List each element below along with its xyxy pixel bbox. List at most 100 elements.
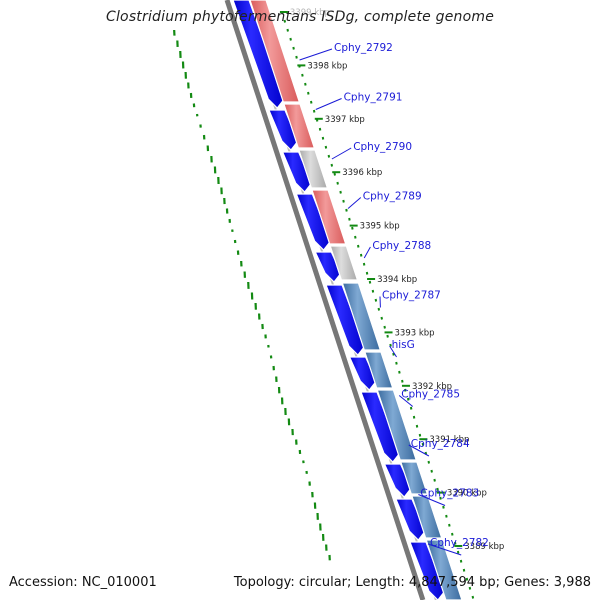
gc-skew-mark-outer xyxy=(359,253,363,257)
gene-leader-line xyxy=(389,345,397,358)
gene-label[interactable]: Cphy_2792 xyxy=(334,42,393,54)
gc-skew-mark-outer xyxy=(380,316,383,320)
gene-leader-line xyxy=(299,48,333,61)
forward-strand-track xyxy=(232,0,446,600)
reverse-cds-4[interactable] xyxy=(311,189,347,245)
gene-leader-line xyxy=(418,494,446,506)
kbp-tick-label: 3397 kbp xyxy=(325,115,365,125)
forward-cds-4[interactable] xyxy=(295,193,332,251)
gc-skew-mark-outer xyxy=(318,127,322,131)
reverse-cds-1[interactable] xyxy=(249,0,301,103)
gc-skew-mark-outer xyxy=(362,262,366,266)
gc-skew-mark-outer xyxy=(365,271,369,275)
gc-skew-mark-outer xyxy=(451,532,454,536)
gc-skew-mark-outer xyxy=(351,226,354,230)
gc-skew-mark-outer xyxy=(330,163,334,167)
gc-skew-mark-outer xyxy=(436,487,439,491)
gc-skew-mark-outer xyxy=(459,559,463,563)
gene-label[interactable]: hisG xyxy=(392,339,415,351)
gc-skew-mark-outer xyxy=(324,145,328,149)
gene-leader-line xyxy=(331,147,352,160)
gc-skew-mark-outer xyxy=(448,523,451,527)
gc-skew-mark-outer xyxy=(333,172,336,176)
gc-skew-mark-outer xyxy=(471,595,475,599)
gc-skew-mark-outer xyxy=(468,586,472,590)
gc-skew-mark-outer xyxy=(392,352,395,356)
forward-cds-10[interactable] xyxy=(395,498,426,541)
reverse-cds-11[interactable] xyxy=(425,539,463,600)
gene-label[interactable]: Cphy_2782 xyxy=(430,537,489,549)
gc-skew-mark-outer xyxy=(348,217,351,221)
gc-skew-mark-outer xyxy=(307,91,310,95)
gc-skew-mark-outer xyxy=(321,136,325,140)
gene-label[interactable]: Cphy_2787 xyxy=(382,290,441,302)
gc-skew-mark-outer xyxy=(445,514,448,518)
reverse-cds-5[interactable] xyxy=(329,245,359,281)
forward-cds-11[interactable] xyxy=(409,541,446,600)
reverse-cds-6[interactable] xyxy=(341,282,382,351)
gc-skew-mark-outer xyxy=(342,199,345,203)
gc-skew-mark-outer xyxy=(309,100,313,104)
kbp-tick-label: 3395 kbp xyxy=(360,222,400,232)
gc-skew-mark-outer xyxy=(383,325,386,329)
gc-skew-mark-outer xyxy=(371,289,375,293)
gene-label[interactable]: Cphy_2783 xyxy=(420,488,479,500)
reverse-cds-3[interactable] xyxy=(298,149,329,189)
gene-label[interactable]: Cphy_2789 xyxy=(363,191,422,203)
gc-skew-mark-outer xyxy=(292,46,295,50)
kbp-tick-label: 3394 kbp xyxy=(377,275,417,285)
gene-label[interactable]: Cphy_2785 xyxy=(401,389,460,401)
gc-skew-mark-outer xyxy=(301,73,304,77)
forward-cds-2[interactable] xyxy=(268,109,299,151)
gc-skew-mark-outer xyxy=(354,235,357,239)
forward-cds-3[interactable] xyxy=(281,151,313,193)
gc-skew-mark-outer xyxy=(395,361,398,365)
gc-skew-mark-outer xyxy=(289,37,292,41)
gene-label-track: Cphy_2792 Cphy_2791 Cphy_2790 Cphy_2789 Cphy… xyxy=(299,42,489,556)
gc-skew-mark-outer xyxy=(339,190,342,194)
forward-cds-1[interactable] xyxy=(232,0,285,109)
reverse-cds-8[interactable] xyxy=(376,389,418,461)
kbp-tick-label: 3396 kbp xyxy=(342,168,382,178)
kbp-tick-label: 3398 kbp xyxy=(307,61,347,71)
gc-skew-mark-outer xyxy=(456,550,460,554)
genome-summary-text: Topology: circular; Length: 4,847,594 bp… xyxy=(233,575,591,590)
gc-skew-track xyxy=(173,19,475,599)
gene-leader-line xyxy=(398,395,414,407)
reverse-cds-7[interactable] xyxy=(364,351,394,389)
gc-skew-mark-outer xyxy=(312,109,316,113)
forward-cds-7[interactable] xyxy=(348,356,378,391)
gene-label[interactable]: Cphy_2791 xyxy=(344,92,403,104)
gc-skew-mark-outer xyxy=(415,424,419,428)
gc-skew-mark-outer xyxy=(368,280,372,284)
gene-label[interactable]: Cphy_2784 xyxy=(411,438,470,450)
gc-skew-mark-outer xyxy=(304,82,307,86)
gene-leader-line xyxy=(363,246,371,259)
forward-cds-9[interactable] xyxy=(383,463,412,498)
kbp-tick-label: 3393 kbp xyxy=(395,328,435,338)
forward-cds-6[interactable] xyxy=(325,284,366,356)
gc-skew-mark-outer xyxy=(286,28,289,32)
gene-label[interactable]: Cphy_2790 xyxy=(353,141,412,153)
gene-leader-line xyxy=(427,543,462,556)
gene-leader-line xyxy=(408,444,430,457)
reverse-cds-9[interactable] xyxy=(400,461,429,495)
gc-skew-mark-outer xyxy=(389,343,392,347)
gc-skew-mark-outer xyxy=(439,496,442,500)
gc-skew-mark-outer xyxy=(453,541,457,545)
gc-skew-mark-outer xyxy=(336,181,339,185)
backbone-line-outer xyxy=(224,0,426,600)
gene-leader-line xyxy=(347,197,362,209)
gene-label[interactable]: Cphy_2788 xyxy=(372,240,431,252)
kbp-tick-track: 3399 kbp 3398 kbp 3397 kbp 3396 kbp 3395 kbp… xyxy=(279,8,504,552)
reverse-cds-2[interactable] xyxy=(283,103,316,149)
gc-skew-mark-outer xyxy=(386,334,389,338)
genome-title: Clostridium phytofermentans ISDg, comple… xyxy=(105,9,495,25)
gc-skew-mark-outer xyxy=(406,397,410,401)
gc-skew-mark-outer xyxy=(283,19,287,23)
gc-skew-mark-outer xyxy=(430,469,433,473)
forward-cds-8[interactable] xyxy=(360,391,401,463)
gc-skew-mark-outer xyxy=(433,478,436,482)
gc-skew-mark-outer xyxy=(357,244,360,248)
